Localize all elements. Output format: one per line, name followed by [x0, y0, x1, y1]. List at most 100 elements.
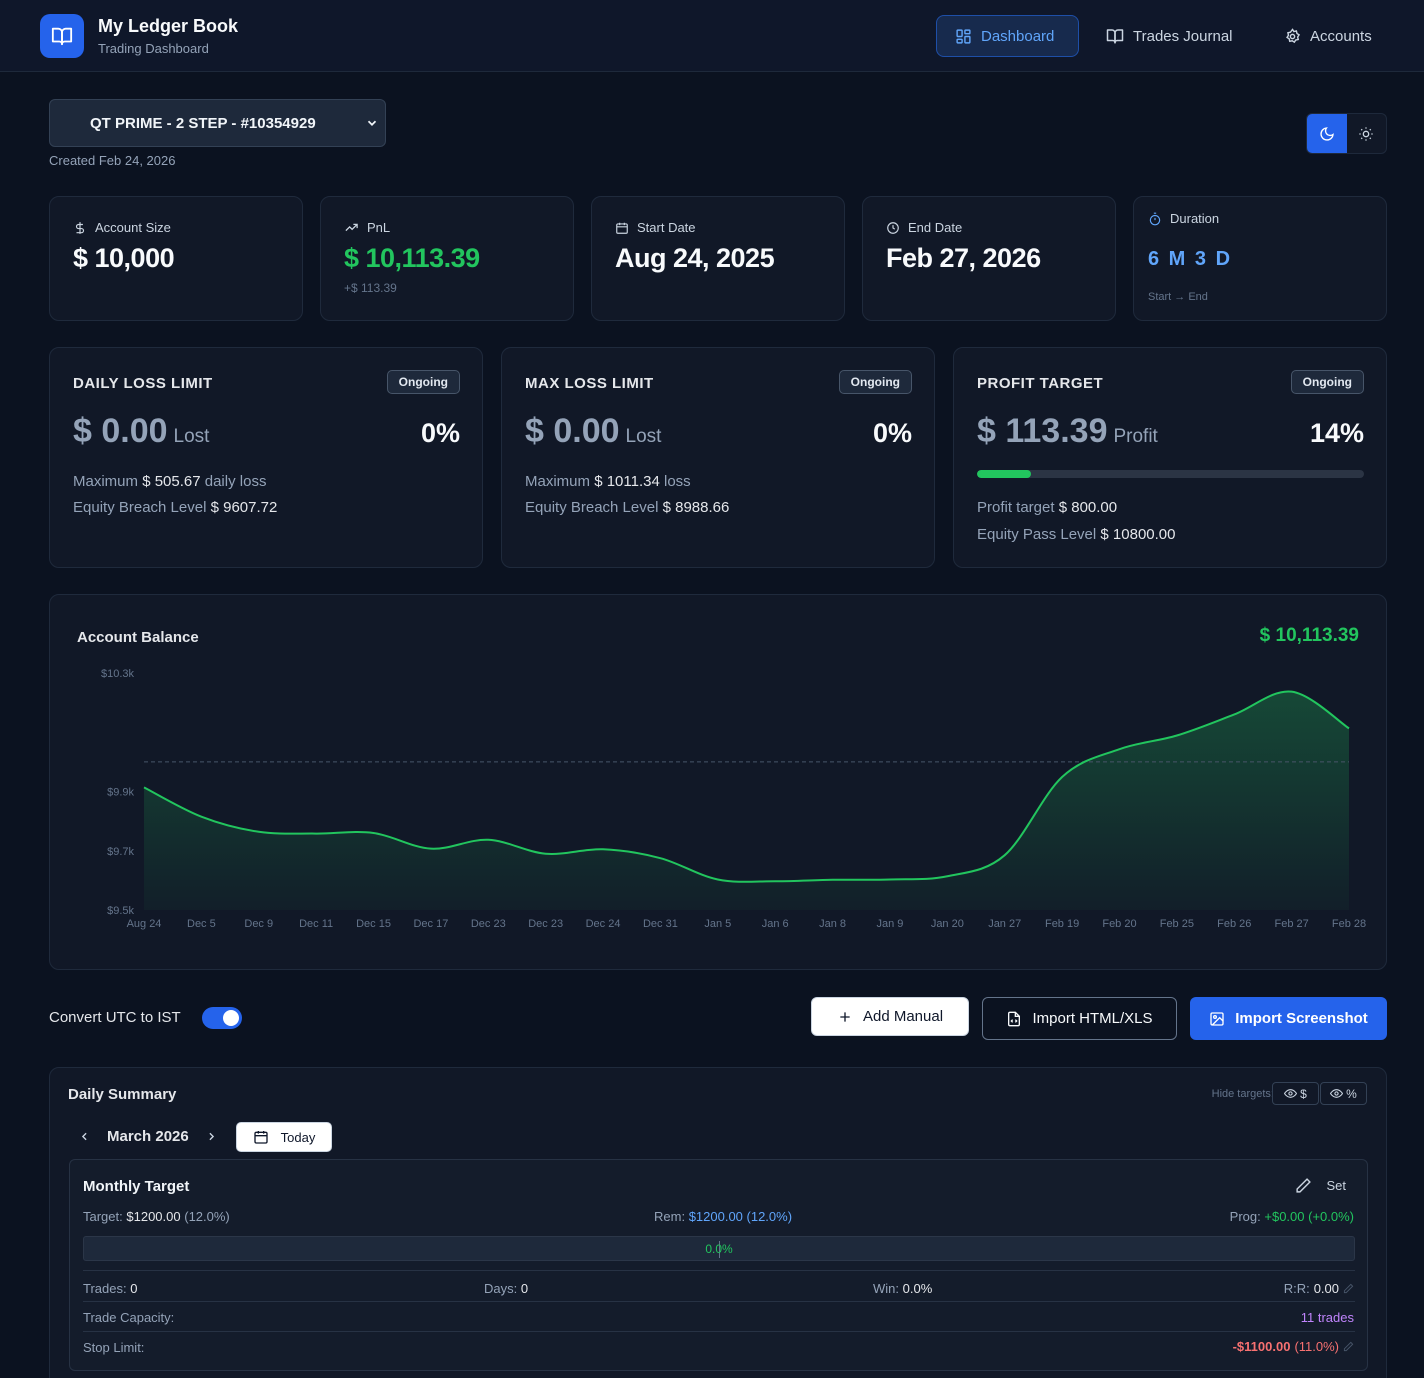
stop-limit-readout: -$1100.00 (11.0%) [1233, 1339, 1354, 1354]
x-tick-label: Aug 24 [127, 918, 162, 930]
today-label: Today [280, 1129, 316, 1145]
balance-line [143, 690, 1350, 883]
dark-mode-button[interactable] [1307, 114, 1347, 153]
moon-icon [1320, 126, 1334, 141]
divider [83, 1301, 1355, 1302]
monthly-target-title: Monthly Target [83, 1178, 190, 1195]
days-value: 0 [520, 1281, 529, 1296]
profit-target-line: Profit target $ 800.00 [977, 499, 1117, 516]
profit-progress-bar [977, 470, 1364, 478]
stopwatch-icon [1149, 212, 1161, 225]
profit-pass-line: Equity Pass Level $ 10800.00 [977, 526, 1175, 543]
book-logo-icon [40, 14, 84, 58]
y-tick-label: $9.9k [107, 787, 134, 799]
chevron-left-icon[interactable] [78, 1130, 91, 1143]
prog-label: Prog: [1229, 1209, 1261, 1224]
status-badge: Ongoing [1290, 370, 1364, 394]
stop-limit-percent: (11.0%) [1294, 1339, 1339, 1354]
app-title: My Ledger Book [98, 16, 239, 36]
chevron-down-icon [367, 120, 377, 126]
nav-trades-journal[interactable]: Trades Journal [1088, 15, 1251, 57]
stat-card-account-size: Account Size $ 10,000 [49, 196, 303, 321]
hide-percent-toggle[interactable]: % [1320, 1082, 1367, 1105]
today-button[interactable]: Today [236, 1122, 332, 1152]
daily-loss-amount: $ 0.00 [73, 412, 168, 450]
stat-value-end-date: Feb 27, 2026 [886, 243, 1041, 273]
current-month: March 2026 [107, 1128, 189, 1145]
x-tick-label: Dec 9 [244, 918, 273, 930]
convert-utc-label: Convert UTC to IST [49, 1009, 181, 1026]
set-label: Set [1326, 1178, 1346, 1193]
daily-loss-amount-row: $ 0.00 Lost [73, 412, 209, 451]
x-tick-label: Jan 8 [819, 918, 846, 930]
profit-progress-fill [977, 470, 1032, 478]
chart-title: Account Balance [77, 629, 199, 646]
theme-toggle [1306, 113, 1387, 154]
breach-label: Equity Breach Level [525, 499, 659, 516]
x-tick-label: Dec 31 [643, 918, 678, 930]
daily-summary-title: Daily Summary [68, 1086, 177, 1103]
x-tick-label: Dec 24 [586, 918, 621, 930]
target-label: Target: [83, 1209, 123, 1224]
top-bar: My Ledger Book Trading Dashboard Dashboa… [0, 0, 1424, 72]
import-screenshot-button[interactable]: Import Screenshot [1190, 997, 1387, 1040]
import-html-label: Import HTML/XLS [1032, 1010, 1153, 1027]
account-balance-chart-card: Account Balance $ 10,113.39 $10.3k $9.9k $… [49, 594, 1387, 970]
max-loss-suffix: Lost [625, 426, 662, 447]
remaining-readout: Rem: $1200.00 (12.0%) [654, 1209, 792, 1224]
pencil-icon[interactable] [1343, 1283, 1354, 1294]
x-tick-label: Dec 23 [528, 918, 563, 930]
add-manual-button[interactable]: Add Manual [811, 997, 969, 1036]
stop-limit-value: -$1100.00 [1232, 1339, 1291, 1354]
chevron-right-icon[interactable] [205, 1130, 218, 1143]
daily-loss-title: DAILY LOSS LIMIT [73, 375, 213, 392]
light-mode-button[interactable] [1347, 114, 1387, 153]
profit-suffix: Profit [1113, 426, 1158, 447]
import-html-button[interactable]: Import HTML/XLS [982, 997, 1177, 1040]
nav-accounts[interactable]: Accounts [1266, 15, 1390, 57]
rem-value: $1200.00 (12.0%) [688, 1209, 793, 1224]
divider [83, 1331, 1355, 1332]
risk-reward: R:R: 0.00 [1284, 1281, 1354, 1296]
max-value: $ 505.67 [142, 473, 201, 490]
profit-target-title: PROFIT TARGET [977, 375, 1104, 392]
x-tick-label: Feb 26 [1217, 918, 1251, 930]
stat-card-duration: Duration 6 M 3 D Start → End [1133, 196, 1387, 321]
trades-value: 0 [130, 1281, 138, 1296]
progress-midpoint [719, 1241, 720, 1258]
stat-label-text: End Date [908, 220, 963, 235]
max-loss-percent: 0% [872, 418, 912, 448]
x-tick-label: Feb 28 [1332, 918, 1366, 930]
x-tick-label: Jan 6 [762, 918, 789, 930]
convert-utc-toggle[interactable] [202, 1007, 242, 1029]
account-select[interactable]: QT PRIME - 2 STEP - #10354929 [49, 99, 386, 147]
stat-card-start-date: Start Date Aug 24, 2025 [591, 196, 845, 321]
daily-loss-limit-card: DAILY LOSS LIMIT Ongoing $ 0.00 Lost 0% M… [49, 347, 483, 568]
divider [83, 1270, 1355, 1271]
set-target-button[interactable]: Set [1295, 1177, 1346, 1194]
gear-icon [1286, 27, 1301, 43]
target-percent: (12.0%) [184, 1209, 230, 1224]
target-value: $1200.00 [126, 1209, 181, 1224]
win-rate: Win: 0.0% [873, 1281, 932, 1296]
stat-sub-duration: Start → End [1148, 291, 1208, 303]
max-loss-title: MAX LOSS LIMIT [525, 375, 654, 392]
x-tick-label: Jan 20 [931, 918, 964, 930]
daily-loss-breach-line: Equity Breach Level $ 9607.72 [73, 499, 277, 516]
grid-icon [956, 28, 971, 44]
x-tick-label: Feb 19 [1045, 918, 1079, 930]
image-icon [1210, 1011, 1224, 1026]
y-tick-label: $10.3k [101, 668, 135, 680]
max-loss-max-line: Maximum $ 1011.34 loss [525, 473, 691, 490]
pencil-icon[interactable] [1343, 1341, 1354, 1352]
daily-loss-max-line: Maximum $ 505.67 daily loss [73, 473, 266, 490]
nav-dashboard-label: Dashboard [981, 27, 1055, 45]
hide-dollar-toggle[interactable]: $ [1272, 1082, 1319, 1105]
days-label: Days: [484, 1281, 518, 1296]
status-badge: Ongoing [838, 370, 912, 394]
breach-label: Equity Breach Level [73, 499, 207, 516]
nav-dashboard[interactable]: Dashboard [936, 15, 1079, 57]
nav-trades-journal-label: Trades Journal [1133, 27, 1233, 45]
stat-value-pnl: $ 10,113.39 [344, 243, 480, 273]
